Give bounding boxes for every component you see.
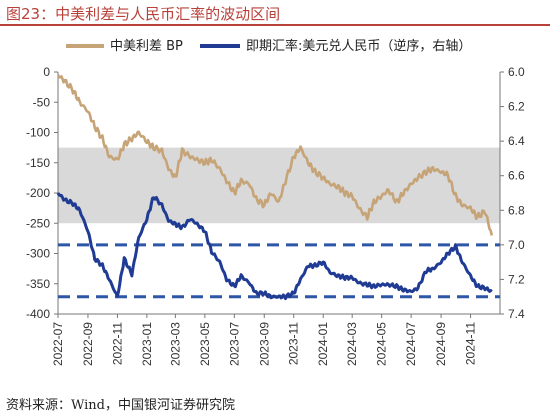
x-tick-label: 2022-07	[51, 322, 65, 366]
x-tick-label: 2024-01	[316, 322, 330, 366]
right-tick-label: 6.2	[508, 100, 525, 114]
series-line-spread	[56, 74, 494, 236]
left-tick-label: -250	[26, 216, 50, 230]
x-tick-label: 2022-09	[81, 322, 95, 366]
legend-label-fx: 即期汇率:美元兑人民币（逆序，右轴）	[246, 38, 471, 54]
x-tick-label: 2023-01	[140, 322, 154, 366]
x-tick-label: 2023-07	[227, 322, 241, 366]
left-tick-label: -200	[26, 186, 50, 200]
right-tick-label: 6.0	[508, 65, 525, 79]
left-tick-label: -400	[26, 307, 50, 321]
legend-label-spread: 中美利差 BP	[110, 39, 183, 54]
left-tick-label: -100	[26, 126, 50, 140]
source-note: 资料来源：Wind，中国银河证券研究院	[6, 398, 235, 413]
x-tick-label: 2024-09	[434, 322, 448, 366]
right-tick-label: 7.4	[508, 307, 525, 321]
left-tick-label: -350	[26, 277, 50, 291]
x-tick-label: 2023-03	[168, 322, 182, 366]
left-tick-label: -150	[26, 156, 50, 170]
right-tick-label: 6.8	[508, 203, 525, 217]
figure-title: 图23：中美利差与人民币汇率的波动区间	[6, 5, 281, 23]
series-line-fx	[56, 192, 493, 301]
right-tick-label: 6.4	[508, 134, 525, 148]
left-tick-label: 0	[43, 65, 50, 79]
left-tick-label: -300	[26, 247, 50, 261]
x-tick-label: 2024-11	[464, 322, 478, 365]
title-rule	[0, 24, 550, 26]
x-tick-label: 2023-09	[257, 322, 271, 366]
x-tick-label: 2024-05	[375, 322, 389, 366]
x-tick-label: 2022-11	[110, 322, 124, 365]
shaded-band	[58, 147, 500, 224]
left-tick-label: -50	[33, 95, 51, 109]
right-tick-label: 6.6	[508, 169, 525, 183]
right-tick-label: 7.0	[508, 238, 525, 252]
x-tick-label: 2023-05	[198, 322, 212, 366]
right-tick-label: 7.2	[508, 272, 525, 286]
x-tick-label: 2024-03	[345, 322, 359, 366]
x-tick-label: 2024-07	[404, 322, 418, 366]
x-tick-label: 2023-11	[287, 322, 301, 365]
